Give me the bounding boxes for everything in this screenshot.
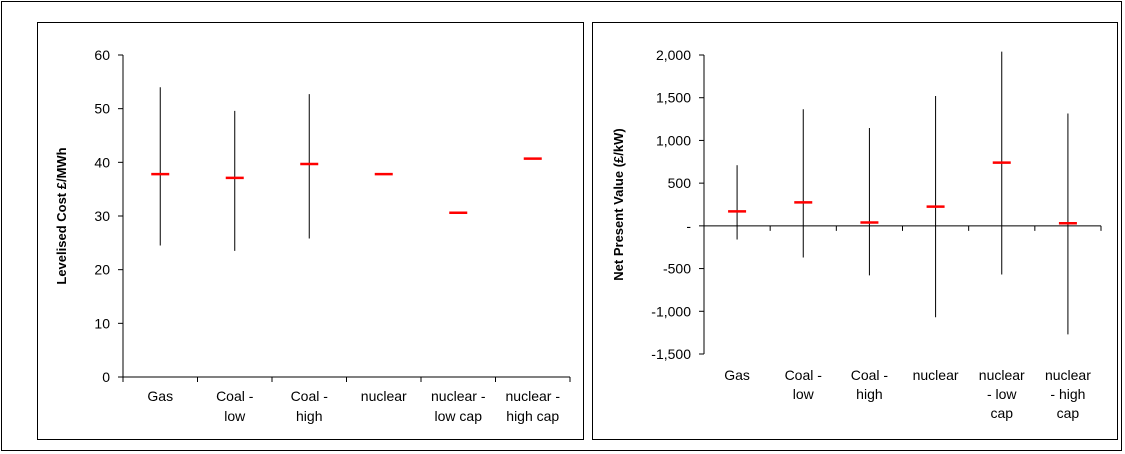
y-tick-label: 20 (94, 262, 110, 278)
y-tick-label: 30 (94, 208, 110, 224)
x-category-label: nuclear - low cap (979, 367, 1025, 421)
y-tick-label: -500 (663, 261, 691, 277)
y-tick-label: - (686, 218, 691, 234)
y-tick-label: 50 (94, 101, 110, 117)
y-tick-label: 60 (94, 47, 110, 63)
x-category-label: Coal -low (785, 367, 823, 402)
y-tick-label: 1,000 (656, 132, 691, 148)
y-axis-title: Levelised Cost £/MWh (54, 147, 69, 284)
x-category-label: Coal -low (216, 388, 254, 424)
y-tick-label: 0 (102, 369, 110, 385)
x-category-label: Gas (724, 367, 750, 383)
y-tick-label: 40 (94, 154, 110, 170)
levelised-cost-chart-svg: 0 10 20 30 40 50 60 Gas Coal -low Coal -high nucle… (54, 47, 571, 424)
x-category-label: nuclear -high cap (506, 388, 561, 424)
net-present-value-chart: -1,500 -1,000 -500-500 1,000 1,500 2,000 Gas Co… (592, 22, 1118, 440)
x-category-label: Coal -high (851, 367, 889, 402)
x-category-label: Gas (147, 388, 173, 404)
y-tick-label: 2,000 (656, 47, 691, 63)
y-tick-label: -1,500 (651, 346, 691, 362)
x-category-label: nuclear -low cap (431, 388, 486, 424)
y-tick-label: 1,500 (656, 90, 691, 106)
levelised-cost-chart: 0 10 20 30 40 50 60 Gas Coal -low Coal -high nucle… (37, 22, 584, 440)
y-tick-label: -1,000 (651, 303, 691, 319)
x-category-label: nuclear (361, 388, 407, 404)
x-category-label: nuclear - high cap (1045, 367, 1091, 421)
x-category-label: nuclear (913, 367, 959, 383)
y-tick-label: 10 (94, 315, 110, 331)
y-axis-title: Net Present Value (£/kW) (611, 128, 626, 280)
x-category-label: Coal -high (291, 388, 329, 424)
y-tick-label: 500 (668, 175, 692, 191)
